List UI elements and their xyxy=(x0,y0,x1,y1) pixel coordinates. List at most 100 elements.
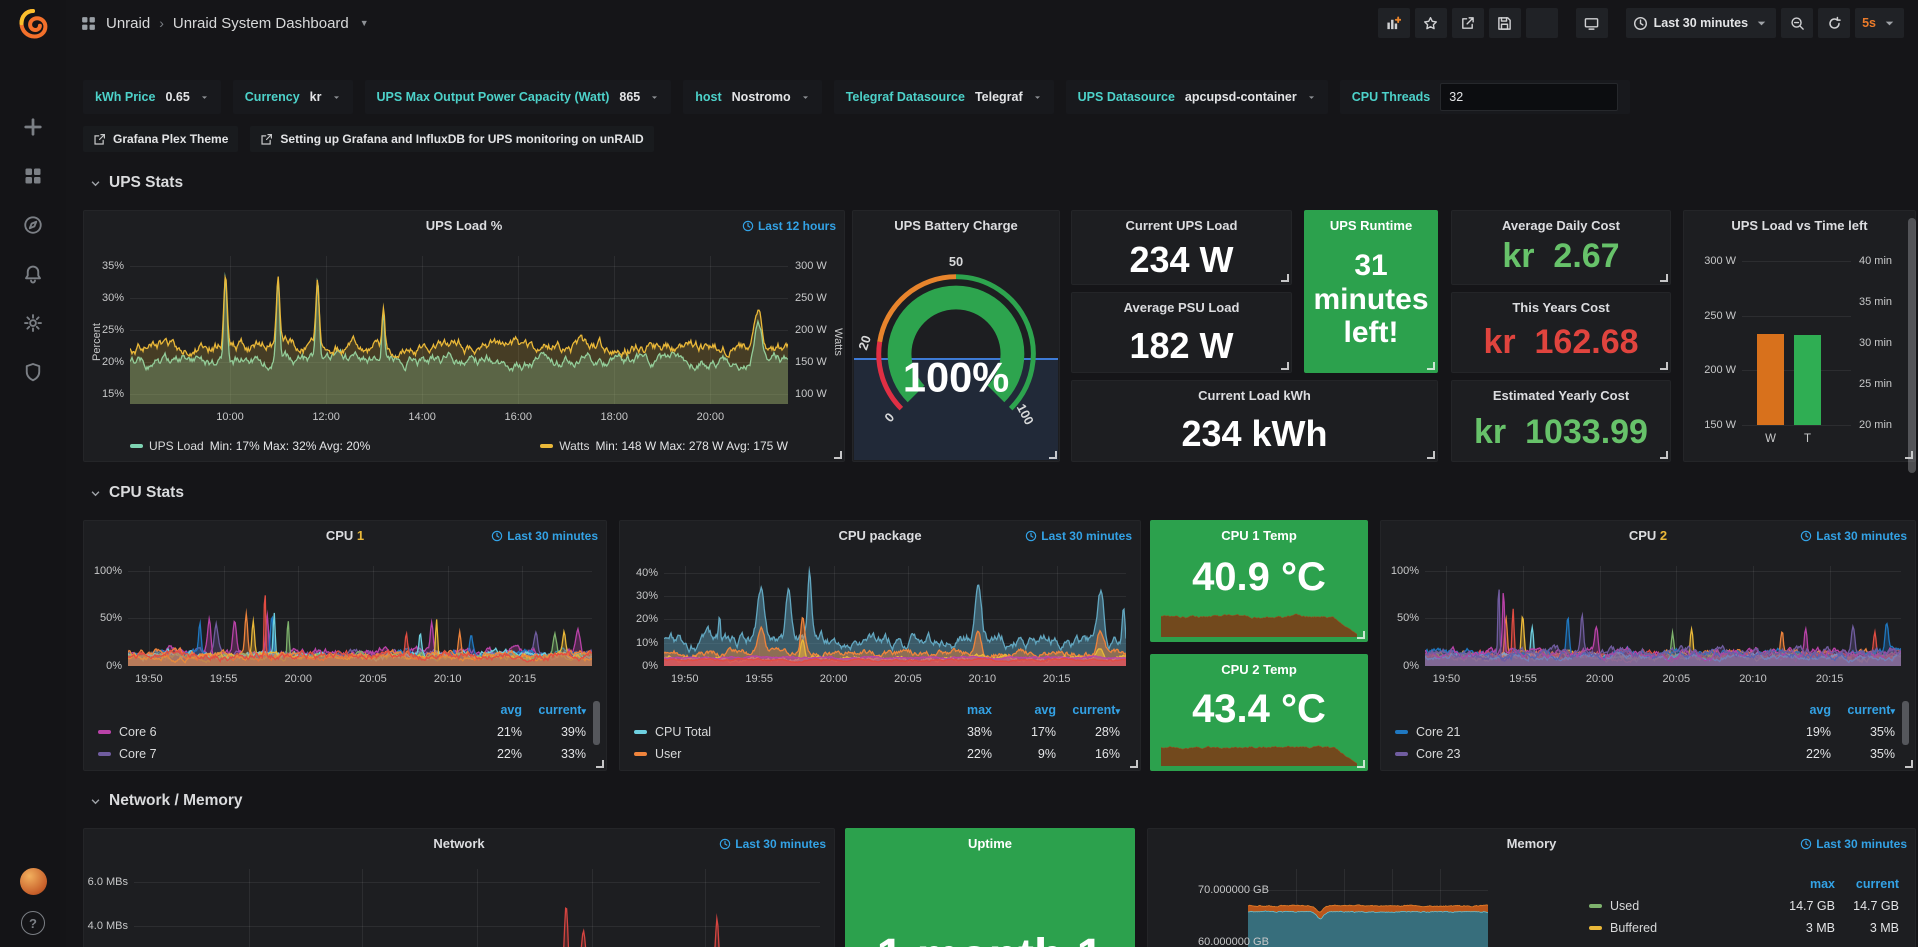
axis-tick: 4.0 MBs xyxy=(87,920,128,933)
legend-col-current[interactable]: current xyxy=(1855,877,1899,891)
legend-col-current[interactable]: current▾ xyxy=(538,703,586,717)
legend-series-toggle[interactable]: User xyxy=(634,747,928,761)
panel-title[interactable]: Estimated Yearly Cost xyxy=(1492,388,1630,403)
variable-host[interactable]: host Nostromo xyxy=(683,80,822,114)
legend-value: 35% xyxy=(1869,725,1895,739)
panel-time-link[interactable]: Last 30 minutes xyxy=(1800,529,1907,543)
dashboards-icon[interactable] xyxy=(21,164,45,188)
external-link-icon xyxy=(261,133,273,145)
variable-ups-max-output-power-capacity-watt-[interactable]: UPS Max Output Power Capacity (Watt) 865 xyxy=(364,80,672,114)
legend-item-ups-load[interactable]: UPS Load Min: 17% Max: 32% Avg: 20% xyxy=(130,439,370,453)
breadcrumb-caret-icon[interactable]: ▼ xyxy=(359,18,369,28)
panel-time-link[interactable]: Last 30 minutes xyxy=(491,529,598,543)
legend-value: 14.7 GB xyxy=(1853,899,1899,913)
dashboard-link[interactable]: Grafana Plex Theme xyxy=(83,126,239,152)
legend-scrollbar[interactable] xyxy=(1902,701,1909,745)
breadcrumb-current[interactable]: Unraid System Dashboard xyxy=(172,14,349,32)
legend-series-toggle[interactable]: Used xyxy=(1589,899,1771,913)
axis-tick: 19:50 xyxy=(135,673,163,685)
legend-value: 19% xyxy=(1805,725,1831,739)
section-header-ups-stats[interactable]: UPS Stats xyxy=(90,174,183,192)
legend-col-avg[interactable]: avg xyxy=(1809,703,1831,717)
alerting-icon[interactable] xyxy=(21,262,45,286)
star-button[interactable] xyxy=(1414,8,1447,38)
legend-col-avg[interactable]: avg xyxy=(500,703,522,717)
variable-label: UPS Max Output Power Capacity (Watt) xyxy=(376,90,610,104)
refresh-interval-picker[interactable]: 5s xyxy=(1855,8,1904,38)
panel-title[interactable]: UPS Battery Charge xyxy=(894,218,1018,233)
panel-time-link[interactable]: Last 30 minutes xyxy=(1800,837,1907,851)
legend-series-toggle[interactable]: Core 23 xyxy=(1395,747,1767,761)
variable-ups-datasource[interactable]: UPS Datasource apcupsd-container xyxy=(1065,80,1328,114)
panel-title[interactable]: Average Daily Cost xyxy=(1501,218,1620,233)
settings-button[interactable] xyxy=(1525,8,1558,38)
variable-currency[interactable]: Currency kr xyxy=(232,80,353,114)
variable-telegraf-datasource[interactable]: Telegraf Datasource Telegraf xyxy=(833,80,1054,114)
legend-swatch xyxy=(1395,730,1408,734)
panel-title[interactable]: Network xyxy=(433,836,485,851)
breadcrumb-root[interactable]: Unraid xyxy=(106,14,151,32)
legend-col-current[interactable]: current▾ xyxy=(1847,703,1895,717)
section-title: Network / Memory xyxy=(109,792,243,809)
dashboards-grid-icon[interactable] xyxy=(80,15,97,32)
legend-col-max[interactable]: max xyxy=(966,703,992,717)
grafana-logo-icon[interactable] xyxy=(17,8,49,40)
legend-series-toggle[interactable]: Core 7 xyxy=(98,747,458,761)
panel-title[interactable]: Average PSU Load xyxy=(1123,300,1240,315)
axis-tick: 100 W xyxy=(795,388,827,401)
panel-title[interactable]: Current UPS Load xyxy=(1125,218,1238,233)
panel-title[interactable]: CPU 1 xyxy=(325,528,365,543)
help-icon[interactable]: ? xyxy=(21,911,45,935)
panel-time-link[interactable]: Last 12 hours xyxy=(742,219,836,233)
configuration-icon[interactable] xyxy=(21,311,45,335)
panel-title[interactable]: This Years Cost xyxy=(1512,300,1610,315)
panel-title[interactable]: CPU 2 xyxy=(1628,528,1668,543)
page-scrollbar[interactable] xyxy=(1908,218,1916,473)
axis-tick: 100% xyxy=(93,564,122,577)
variable-kwh-price[interactable]: kWh Price 0.65 xyxy=(83,80,221,114)
panel-title[interactable]: CPU 2 Temp xyxy=(1221,662,1297,677)
legend-col-current[interactable]: current▾ xyxy=(1072,703,1120,717)
legend-row: Core 23 22% 35% xyxy=(1395,743,1895,765)
explore-icon[interactable] xyxy=(21,213,45,237)
add-panel-button[interactable] xyxy=(1377,8,1410,38)
section-header-network-memory[interactable]: Network / Memory xyxy=(90,792,243,810)
panel-title[interactable]: UPS Load vs Time left xyxy=(1731,218,1868,233)
axis-tick: 20:05 xyxy=(894,673,922,685)
caret-down-icon xyxy=(650,93,659,102)
panel-time-link[interactable]: Last 30 minutes xyxy=(719,837,826,851)
zoom-out-button[interactable] xyxy=(1781,8,1814,38)
variable-label: UPS Datasource xyxy=(1077,90,1175,104)
save-button[interactable] xyxy=(1488,8,1521,38)
plus-icon[interactable] xyxy=(21,115,45,139)
legend-series-toggle[interactable]: CPU Total xyxy=(634,725,928,739)
panel-average-daily-cost: Average Daily Cost kr 2.67 xyxy=(1451,210,1671,285)
legend-series-toggle[interactable]: Core 6 xyxy=(98,725,458,739)
legend-col-avg[interactable]: avg xyxy=(1034,703,1056,717)
variable-input[interactable] xyxy=(1440,83,1619,111)
dashboard-link[interactable]: Setting up Grafana and InfluxDB for UPS … xyxy=(250,126,654,152)
user-avatar[interactable] xyxy=(19,868,47,895)
panel-title[interactable]: Current Load kWh xyxy=(1198,388,1311,403)
panel-title[interactable]: Memory xyxy=(1506,836,1557,851)
legend-series-toggle[interactable]: Buffered xyxy=(1589,921,1771,935)
variable-cpu-threads[interactable]: CPU Threads xyxy=(1339,80,1631,114)
legend-value: 22% xyxy=(496,747,522,761)
shield-icon[interactable] xyxy=(21,360,45,384)
panel-title[interactable]: CPU 1 Temp xyxy=(1221,528,1297,543)
time-range-picker[interactable]: Last 30 minutes xyxy=(1625,8,1777,38)
panel-time-link[interactable]: Last 30 minutes xyxy=(1025,529,1132,543)
panel-title[interactable]: Uptime xyxy=(967,836,1013,851)
tv-button[interactable] xyxy=(1575,8,1608,38)
section-header-cpu-stats[interactable]: CPU Stats xyxy=(90,484,184,502)
legend-series-toggle[interactable]: Core 21 xyxy=(1395,725,1767,739)
legend-item-watts[interactable]: Watts Min: 148 W Max: 278 W Avg: 175 W xyxy=(540,439,788,453)
legend-scrollbar[interactable] xyxy=(593,701,600,745)
share-button[interactable] xyxy=(1451,8,1484,38)
panel-title[interactable]: CPU package xyxy=(838,528,922,543)
refresh-button[interactable] xyxy=(1818,8,1851,38)
panel-cpu-1: CPU 1 Last 30 minutes avg current▾ Core 6 2… xyxy=(83,520,607,771)
panel-title[interactable]: UPS Runtime xyxy=(1329,218,1413,233)
panel-title[interactable]: UPS Load % xyxy=(425,218,503,233)
legend-col-max[interactable]: max xyxy=(1809,877,1835,891)
